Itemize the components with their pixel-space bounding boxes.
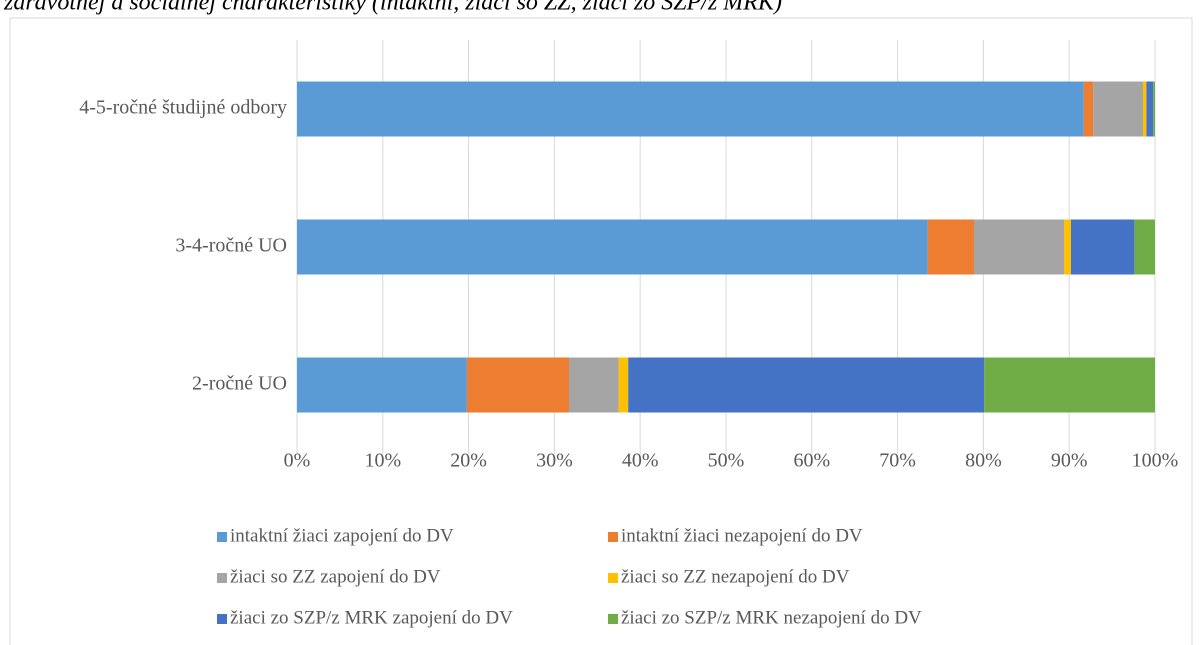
bar-segment	[984, 357, 1155, 413]
bar-segment	[466, 357, 569, 413]
legend-label: žiaci zo SZP/z MRK zapojení do DV	[230, 607, 513, 628]
legend-label: intaktní žiaci zapojení do DV	[230, 525, 454, 546]
bar-segment	[973, 219, 1065, 275]
legend-label: žiaci so ZZ nezapojení do DV	[621, 566, 850, 587]
legend-label: žiaci so ZZ zapojení do DV	[230, 566, 441, 587]
x-tick-label: 50%	[708, 450, 745, 472]
bar-segment	[1083, 81, 1094, 137]
y-tick-label: 4-5-ročné študijné odbory	[79, 97, 287, 119]
legend-label: žiaci zo SZP/z MRK nezapojení do DV	[621, 607, 922, 628]
x-tick-label: 40%	[622, 450, 659, 472]
x-tick-label: 90%	[1051, 450, 1088, 472]
bar-segment	[1093, 81, 1143, 137]
bar-segment	[297, 357, 467, 413]
bar-segment	[1153, 81, 1155, 137]
bar-segment	[297, 219, 928, 275]
bar-segment	[1070, 219, 1135, 275]
legend-swatch	[608, 532, 618, 542]
x-tick-label: 30%	[536, 450, 573, 472]
bar-segment	[1064, 219, 1071, 275]
x-tick-label: 60%	[793, 450, 830, 472]
chart-title: zdravotnej a sociálnej charakteristiky (…	[3, 0, 782, 16]
y-tick-label: 2-ročné UO	[192, 373, 287, 395]
chart-frame	[9, 17, 1193, 645]
bar-segment	[618, 357, 629, 413]
x-tick-label: 80%	[965, 450, 1002, 472]
x-tick-label: 10%	[364, 450, 401, 472]
bar-segment	[927, 219, 974, 275]
y-tick-label: 3-4-ročné UO	[175, 235, 287, 257]
legend-swatch	[608, 614, 618, 624]
bar-segment	[1146, 81, 1154, 137]
bar-segment	[628, 357, 985, 413]
bar-segment	[297, 81, 1084, 137]
legend-swatch	[217, 532, 227, 542]
x-tick-label: 20%	[450, 450, 487, 472]
x-tick-label: 100%	[1132, 450, 1179, 472]
bar-segment	[568, 357, 619, 413]
legend-swatch	[217, 573, 227, 583]
x-tick-label: 0%	[284, 450, 311, 472]
legend-label: intaktní žiaci nezapojení do DV	[621, 525, 863, 546]
bar-segment	[1142, 81, 1147, 137]
bar-segment	[1134, 219, 1155, 275]
x-tick-label: 70%	[879, 450, 916, 472]
legend-swatch	[217, 614, 227, 624]
legend-swatch	[608, 573, 618, 583]
